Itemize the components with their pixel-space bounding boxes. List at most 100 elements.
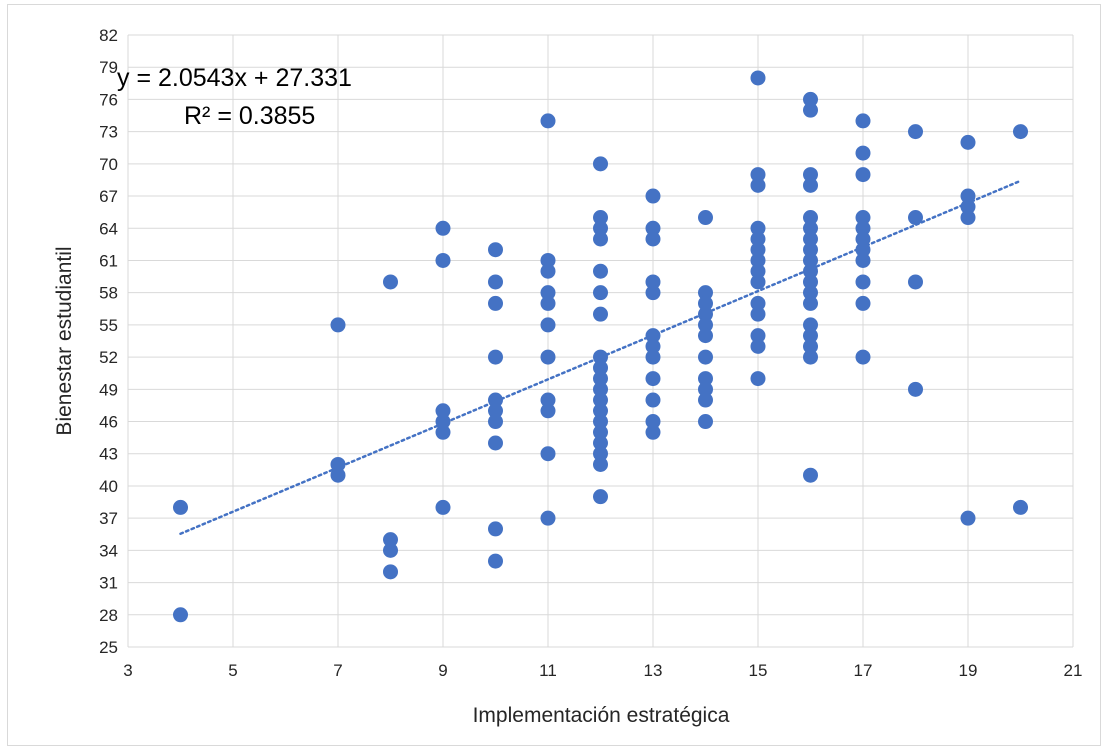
data-point <box>855 295 871 311</box>
y-tick-label: 70 <box>99 155 118 174</box>
x-tick-label: 13 <box>644 661 663 680</box>
data-point <box>488 295 503 311</box>
data-point <box>488 521 503 537</box>
data-point <box>540 349 556 365</box>
data-point <box>593 392 608 408</box>
data-point <box>698 414 713 430</box>
data-point <box>435 424 451 440</box>
data-point <box>855 231 871 247</box>
data-point <box>803 317 818 333</box>
y-tick-label: 31 <box>99 574 118 593</box>
data-point <box>803 177 818 193</box>
data-point <box>593 306 608 322</box>
x-tick-label: 5 <box>228 661 237 680</box>
data-point <box>593 263 608 279</box>
data-point <box>855 220 871 236</box>
x-tick-label: 7 <box>333 661 342 680</box>
data-point <box>855 242 871 258</box>
data-point <box>803 338 818 354</box>
data-point <box>750 306 766 322</box>
data-point <box>908 274 923 290</box>
data-point <box>750 231 766 247</box>
data-point <box>645 349 661 365</box>
data-point <box>750 338 766 354</box>
y-axis-title: Bienestar estudiantil <box>53 246 76 435</box>
data-point <box>698 381 713 397</box>
data-point <box>540 446 556 462</box>
y-tick-label: 34 <box>99 541 118 560</box>
x-tick-label: 21 <box>1064 661 1083 680</box>
data-point <box>803 467 818 483</box>
data-point <box>855 210 871 226</box>
data-point <box>540 252 556 268</box>
data-point <box>593 231 608 247</box>
y-tick-label: 61 <box>99 251 118 270</box>
data-point <box>908 210 923 226</box>
data-point <box>803 295 818 311</box>
data-point <box>645 231 661 247</box>
data-point <box>960 510 976 526</box>
y-tick-label: 46 <box>99 413 118 432</box>
y-tick-label: 52 <box>99 348 118 367</box>
y-tick-label: 79 <box>99 58 118 77</box>
y-tick-label: 76 <box>99 90 118 109</box>
data-point <box>908 124 923 140</box>
data-point <box>855 252 871 268</box>
y-tick-label: 28 <box>99 606 118 625</box>
data-point <box>698 392 713 408</box>
data-point <box>593 220 608 236</box>
data-point <box>593 156 608 172</box>
data-point <box>593 403 608 419</box>
data-point <box>803 328 818 344</box>
data-point <box>803 220 818 236</box>
data-point <box>593 360 608 376</box>
data-points <box>173 70 1028 623</box>
y-tick-label: 64 <box>99 219 118 238</box>
data-point <box>645 188 661 204</box>
data-point <box>698 371 713 387</box>
data-point <box>645 274 661 290</box>
x-axis-title: Implementación estratégica <box>473 704 730 727</box>
data-point <box>488 274 503 290</box>
data-point <box>435 220 451 236</box>
data-point <box>698 295 713 311</box>
data-point <box>488 349 503 365</box>
x-tick-label: 19 <box>959 661 978 680</box>
data-point <box>593 424 608 440</box>
data-point <box>435 403 451 419</box>
y-tick-label: 55 <box>99 316 118 335</box>
data-point <box>540 285 556 301</box>
data-point <box>855 274 871 290</box>
data-point <box>803 252 818 268</box>
data-point <box>803 263 818 279</box>
data-point <box>960 134 976 150</box>
y-tick-label: 37 <box>99 509 118 528</box>
data-point <box>645 392 661 408</box>
data-point <box>488 392 503 408</box>
x-tick-label: 3 <box>123 661 132 680</box>
data-point <box>593 349 608 365</box>
data-point <box>645 424 661 440</box>
data-point <box>645 414 661 430</box>
data-point <box>855 167 871 183</box>
data-point <box>593 435 608 451</box>
data-point <box>645 328 661 344</box>
tick-labels: 2528313437404346495255586164677073767982… <box>99 26 1082 680</box>
data-point <box>698 328 713 344</box>
y-tick-label: 82 <box>99 26 118 45</box>
data-point <box>645 371 661 387</box>
data-point <box>698 285 713 301</box>
trendline-r-squared: R² = 0.3855 <box>184 102 315 130</box>
data-point <box>488 403 503 419</box>
y-tick-label: 67 <box>99 187 118 206</box>
y-tick-label: 58 <box>99 284 118 303</box>
data-point <box>593 446 608 462</box>
x-tick-label: 11 <box>539 661 557 680</box>
data-point <box>855 113 871 129</box>
y-tick-label: 49 <box>99 380 118 399</box>
data-point <box>593 489 608 505</box>
data-point <box>750 252 766 268</box>
data-point <box>330 456 346 472</box>
data-point <box>908 381 923 397</box>
